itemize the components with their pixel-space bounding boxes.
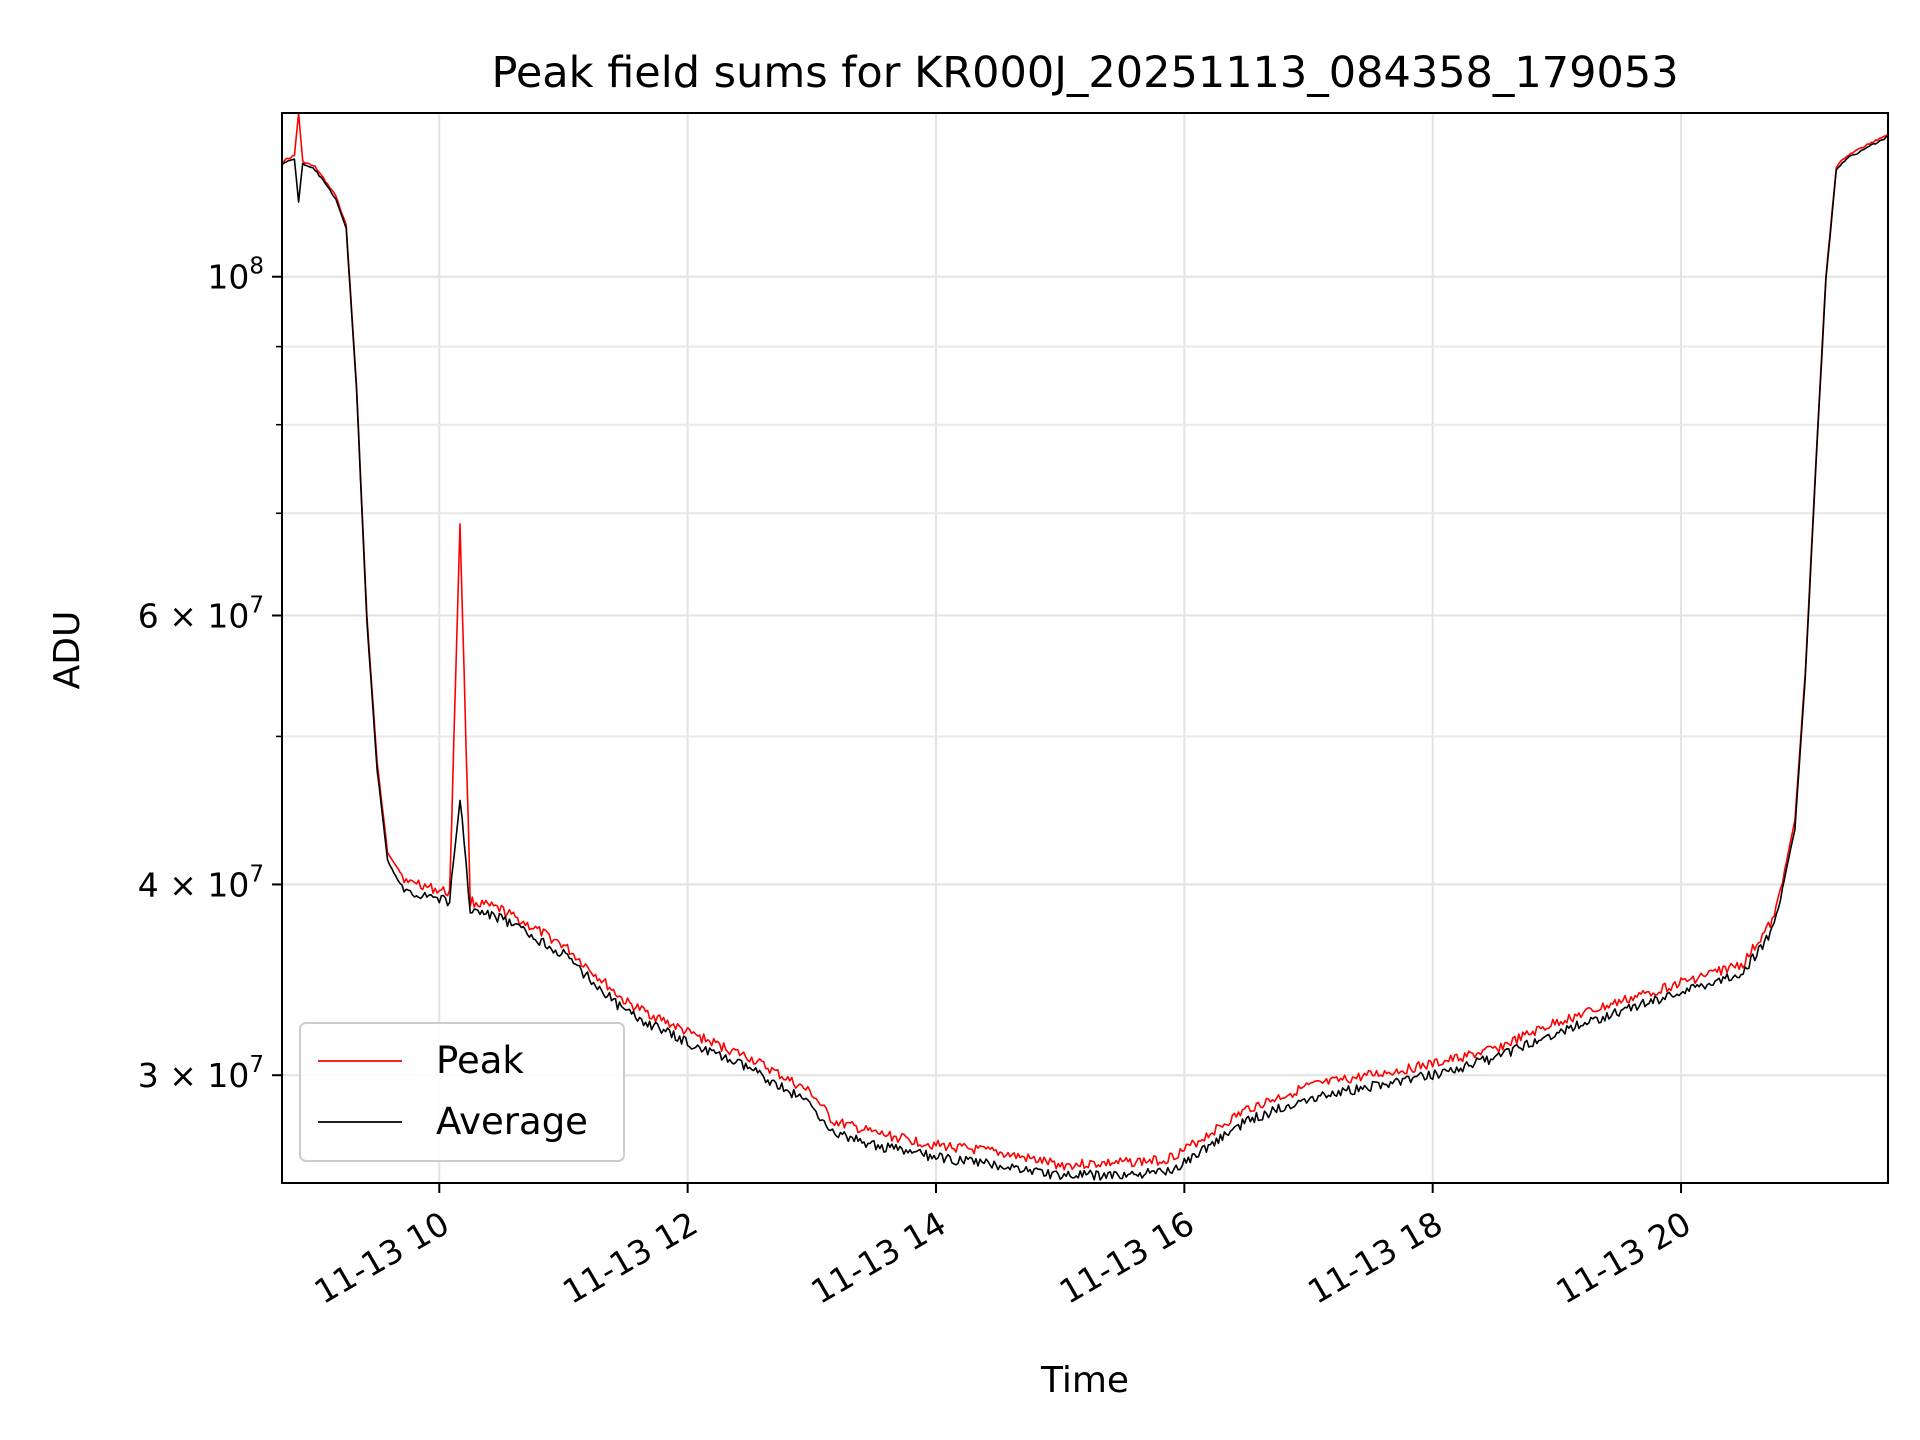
y-tick-exponent: 7 [249, 1052, 264, 1078]
legend-label-average: Average [436, 1100, 588, 1143]
series-layer [282, 113, 1888, 1181]
y-tick-label: 108 [207, 254, 264, 297]
series-line-average [282, 135, 1888, 1181]
series-line-peak [282, 113, 1888, 1171]
y-tick-exponent: 7 [249, 593, 264, 619]
legend: Peak Average [299, 1022, 625, 1162]
chart-title: Peak field sums for KR000J_20251113_0843… [491, 48, 1678, 98]
y-tick-times: × 10 [159, 597, 250, 636]
grid [282, 113, 1888, 1183]
legend-label-peak: Peak [436, 1039, 524, 1082]
y-tick-label: 4 × 107 [138, 861, 264, 904]
y-tick-times: × 10 [159, 865, 250, 904]
y-tick-times: × 10 [159, 1056, 250, 1095]
y-tick-exponent: 7 [249, 861, 264, 887]
y-axis-title: ADU [47, 611, 88, 690]
y-tick-mantissa: 4 [138, 865, 159, 904]
y-tick-mantissa: 3 [138, 1056, 159, 1095]
y-tick-label: 6 × 107 [138, 593, 264, 636]
y-tick-label: 3 × 107 [138, 1052, 264, 1095]
y-tick-mantissa: 6 [138, 597, 159, 636]
x-axis-title: Time [1040, 1360, 1129, 1401]
plot-frame [281, 112, 1889, 1184]
legend-box [299, 1022, 625, 1162]
y-tick-exponent: 8 [249, 254, 264, 280]
y-tick-base: 10 [207, 258, 249, 297]
